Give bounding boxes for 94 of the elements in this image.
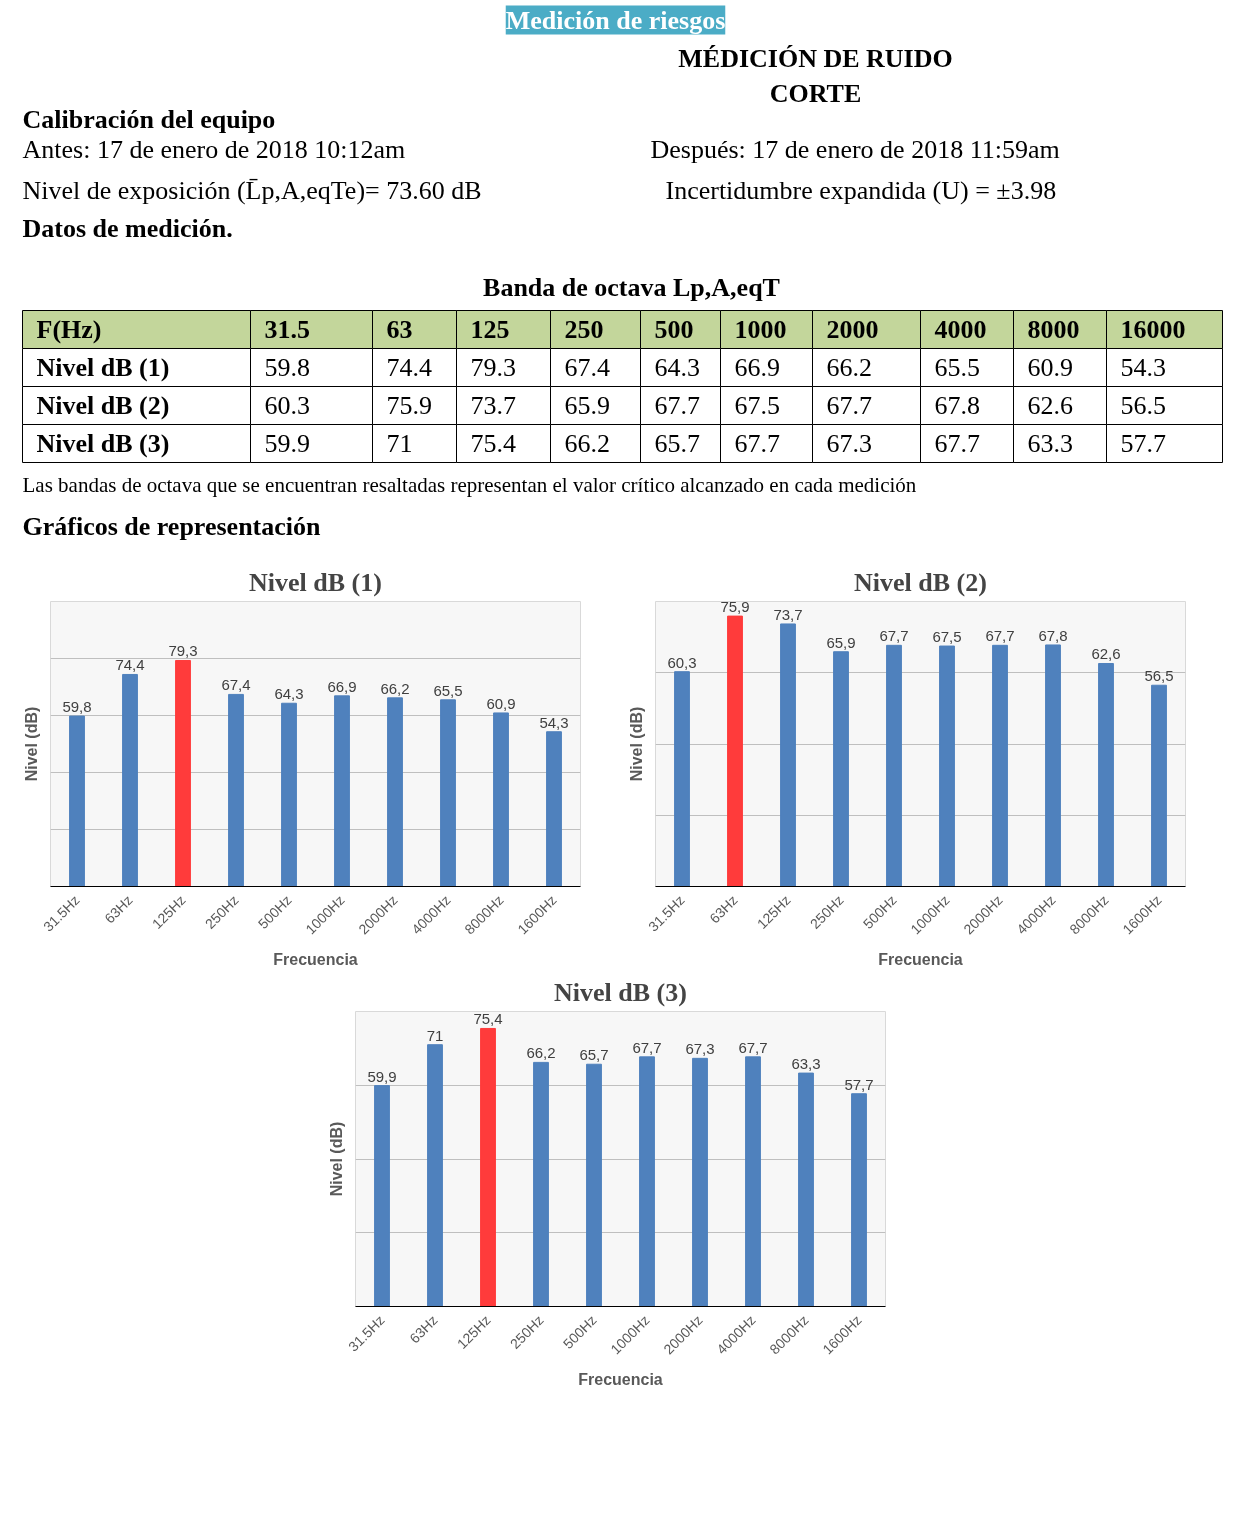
data-label: 59,8: [62, 698, 92, 716]
data-label: 67.7: [654, 391, 700, 420]
data-label: 75,4: [473, 1010, 503, 1028]
data-label: 65.5: [934, 353, 980, 382]
text: Antes: 17 de enero de 2018 10:12am: [22, 134, 406, 164]
x-tick-label: 8000: [1027, 315, 1080, 344]
data-label: 66,2: [526, 1044, 556, 1062]
x-tick-label: 63: [386, 315, 413, 344]
x-axis-title: F(Hz): [36, 315, 102, 344]
chart-title: Nivel dB (3): [554, 977, 687, 1007]
data-label: 59.8: [264, 353, 310, 382]
x-tick-label: 250: [564, 315, 604, 344]
data-label: 75,9: [720, 598, 750, 616]
data-label: 63.3: [1027, 429, 1073, 458]
y-axis-title: Nivel (dB): [627, 706, 645, 782]
data-label: 67,4: [221, 676, 251, 694]
data-label: 75.9: [386, 391, 432, 420]
y-tick-label: Nivel dB (2): [36, 391, 170, 420]
data-label: 65,7: [579, 1046, 609, 1064]
data-label: 64,3: [274, 685, 304, 703]
data-label: 64.3: [654, 353, 700, 382]
data-label: 67.8: [934, 391, 980, 420]
text: Nivel de exposición (L̄p,A,eqTe)= 73.60 dB: [22, 176, 482, 206]
chart-title: Nivel dB (1): [249, 567, 382, 597]
data-label: 71: [426, 1026, 444, 1044]
x-tick-label: 31.5: [264, 315, 310, 344]
data-label: 59.9: [264, 429, 310, 458]
x-axis-title: Frecuencia: [878, 950, 963, 968]
data-label: 67,7: [879, 627, 909, 645]
x-tick-label: 4000: [934, 315, 987, 344]
x-axis-title: Frecuencia: [578, 1370, 663, 1388]
text: Gráficos de representación: [22, 512, 322, 541]
data-label: 65.9: [564, 391, 610, 420]
data-label: 67.7: [934, 429, 980, 458]
text: Datos de medición.: [22, 214, 233, 243]
x-tick-label: 500: [654, 315, 694, 344]
data-label: 62.6: [1027, 391, 1073, 420]
chart-title: Nivel dB (2): [854, 567, 987, 597]
data-label: 60,3: [667, 653, 697, 671]
data-label: 67.5: [734, 391, 780, 420]
data-label: 67,3: [685, 1040, 715, 1058]
data-label: 79,3: [168, 642, 198, 660]
x-tick-label: 2000: [826, 315, 879, 344]
y-axis-title: Nivel (dB): [22, 706, 40, 782]
data-label: 63,3: [791, 1055, 821, 1073]
data-label: 60.3: [264, 391, 310, 420]
data-label: 62,6: [1091, 645, 1121, 663]
x-axis-title: Frecuencia: [273, 950, 358, 968]
y-tick-label: Nivel dB (3): [36, 429, 170, 458]
data-label: 73,7: [773, 605, 803, 623]
data-label: 65,9: [826, 633, 856, 651]
data-label: 75.4: [470, 429, 516, 458]
text: Medición de riesgos: [505, 5, 726, 35]
data-label: 74,4: [115, 656, 145, 674]
data-label: 60,9: [486, 694, 516, 712]
data-label: 66.2: [826, 353, 872, 382]
data-label: 67.7: [826, 391, 872, 420]
text: Las bandas de octava que se encuentran resaltadas representan el valor crítico alcanzado en cada medición: [22, 472, 917, 497]
data-label: 56,5: [1144, 667, 1174, 685]
data-label: 65.7: [654, 429, 700, 458]
text: Calibración del equipo: [22, 104, 276, 134]
data-label: 66,9: [327, 677, 357, 695]
data-label: 67,7: [632, 1038, 662, 1056]
data-label: 73.7: [470, 391, 516, 420]
x-tick-label: 125: [470, 315, 510, 344]
text: MÉDICIÓN DE RUIDO CORTE: [678, 44, 953, 109]
text: Incertidumbre expandida (U) = ±3.98: [665, 176, 1057, 206]
y-axis-title: Nivel (dB): [327, 1121, 345, 1197]
data-label: 67,7: [738, 1038, 768, 1056]
text: Después: 17 de enero de 2018 11:59am: [650, 134, 1060, 164]
chart-title: Banda de octava Lp,A,eqT: [483, 273, 780, 302]
data-label: 66,2: [380, 679, 410, 697]
data-label: 54.3: [1120, 353, 1166, 382]
data-label: 57,7: [844, 1075, 874, 1093]
y-tick-label: Nivel dB (1): [36, 353, 170, 382]
x-tick-label: 16000: [1120, 315, 1186, 344]
data-label: 79.3: [470, 353, 516, 382]
data-label: 54,3: [539, 713, 569, 731]
data-label: 59,9: [367, 1067, 397, 1085]
data-label: 67,7: [985, 627, 1015, 645]
data-label: 66.9: [734, 353, 780, 382]
data-label: 65,5: [433, 681, 463, 699]
data-label: 74.4: [386, 353, 432, 382]
data-label: 60.9: [1027, 353, 1073, 382]
data-label: 56.5: [1120, 391, 1166, 420]
data-label: 67,8: [1038, 626, 1068, 644]
data-label: 67.3: [826, 429, 872, 458]
x-tick-label: 1000: [734, 315, 787, 344]
data-label: 57.7: [1120, 429, 1166, 458]
data-label: 67,5: [932, 628, 962, 646]
data-label: 71: [386, 429, 413, 458]
data-label: 67.4: [564, 353, 610, 382]
data-label: 66.2: [564, 429, 610, 458]
data-label: 67.7: [734, 429, 780, 458]
